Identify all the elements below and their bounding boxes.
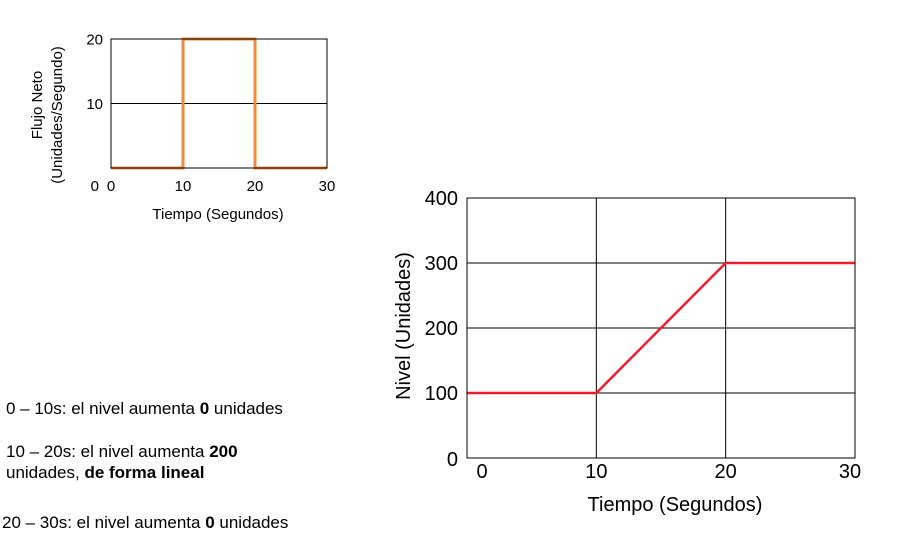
flujo-ytick-10: 10 bbox=[86, 96, 103, 113]
flujo-xtick-30: 30 bbox=[319, 178, 336, 195]
nivel-series-line bbox=[467, 261, 855, 395]
nivel-ylabel: Nivel (Unidades) bbox=[393, 252, 415, 400]
flujo-xtick-0: 0 bbox=[107, 178, 115, 195]
nivel-ytick-400: 400 bbox=[425, 188, 458, 210]
note-1-text: 10 – 20s: el nivel aumenta bbox=[6, 442, 210, 461]
nivel-ytick-300: 300 bbox=[425, 253, 458, 275]
nivel-xlabel: Tiempo (Segundos) bbox=[588, 494, 763, 516]
nivel-xtick-10: 10 bbox=[585, 461, 607, 483]
flujo-plot-frame bbox=[110, 38, 328, 169]
note-1-unit: unidades, bbox=[6, 463, 85, 482]
nivel-ytick-100: 100 bbox=[425, 383, 458, 405]
note-20-30: 20 – 30s: el nivel aumenta 0 unidades bbox=[2, 512, 288, 533]
note-10-20: 10 – 20s: el nivel aumenta 200 unidades,… bbox=[6, 441, 306, 483]
flujo-ylabel-line2: (Unidades/Segundo) bbox=[49, 46, 66, 184]
note-0-text: 0 – 10s: el nivel aumenta bbox=[6, 399, 200, 418]
note-2-text: 20 – 30s: el nivel aumenta bbox=[2, 513, 206, 532]
flujo-xtick-20: 20 bbox=[247, 178, 264, 195]
flujo-ytick-0: 0 bbox=[91, 178, 99, 195]
flujo-xtick-10: 10 bbox=[175, 178, 192, 195]
nivel-ytick-200: 200 bbox=[425, 318, 458, 340]
note-1-emphasis: de forma lineal bbox=[84, 463, 205, 482]
nivel-xtick-20: 20 bbox=[715, 461, 737, 483]
note-0-value: 0 bbox=[199, 399, 210, 418]
note-2-value: 0 bbox=[205, 513, 215, 532]
nivel-ytick-0: 0 bbox=[447, 449, 458, 471]
nivel-xtick-30: 30 bbox=[839, 461, 861, 483]
note-1-value: 200 bbox=[209, 442, 238, 461]
nivel-plot-frame bbox=[466, 197, 856, 459]
flujo-ytick-20: 20 bbox=[86, 31, 103, 48]
note-0-10: 0 – 10s: el nivel aumenta 0 unidades bbox=[6, 398, 283, 419]
note-2-unit: unidades bbox=[214, 513, 289, 532]
nivel-xtick-0: 0 bbox=[476, 461, 487, 483]
note-0-unit: unidades bbox=[209, 399, 283, 418]
flujo-xlabel: Tiempo (Segundos) bbox=[152, 206, 283, 223]
flujo-ylabel-line1: Flujo Neto bbox=[29, 71, 46, 139]
